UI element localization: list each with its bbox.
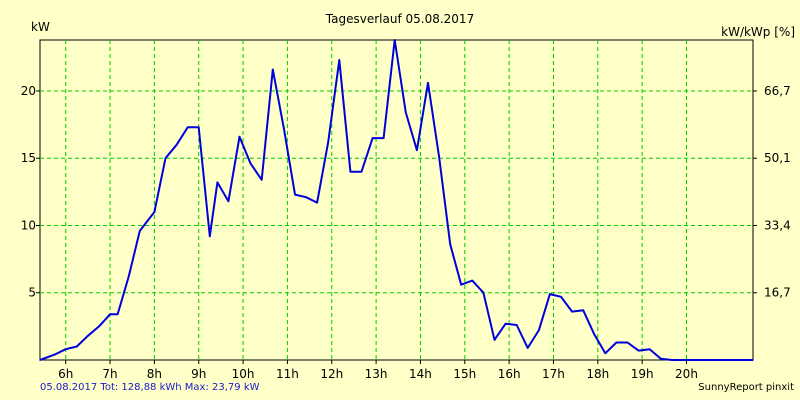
plot-area	[40, 40, 753, 360]
y-right-tick-label: 50,1	[764, 151, 791, 165]
data-point	[449, 244, 451, 246]
y-left-tick-label: 5	[28, 286, 36, 300]
data-point	[560, 296, 562, 298]
x-tick-label: 13h	[365, 367, 388, 381]
data-point	[671, 359, 673, 361]
data-point	[704, 359, 706, 361]
data-point	[165, 157, 167, 159]
x-tick-label: 6h	[58, 367, 73, 381]
x-tick-label: 11h	[276, 367, 299, 381]
y-right-tick-label: 66,7	[764, 84, 791, 98]
data-point	[350, 171, 352, 173]
data-point	[660, 358, 662, 360]
data-point	[605, 352, 607, 354]
data-point	[198, 126, 200, 128]
data-point	[54, 354, 56, 356]
x-tick-label: 14h	[409, 367, 432, 381]
data-point	[460, 284, 462, 286]
data-point	[239, 136, 241, 138]
x-tick-label: 16h	[498, 367, 521, 381]
data-point	[538, 330, 540, 332]
y-left-tick-label: 15	[21, 151, 36, 165]
y-axis-left-label: kW	[31, 20, 50, 34]
data-point	[527, 347, 529, 349]
data-point	[316, 202, 318, 204]
data-point	[715, 359, 717, 361]
chart-svg: 6h 7h 8h 9h 10h 11h 12h 13h 14h 15h 16h 17h 18h 19h 20…	[0, 0, 800, 400]
data-point	[228, 200, 230, 202]
x-tick-label: 8h	[147, 367, 162, 381]
data-point	[752, 359, 754, 361]
data-point	[176, 144, 178, 146]
data-point	[405, 112, 407, 114]
data-point	[383, 137, 385, 139]
data-point	[39, 359, 41, 361]
data-point	[87, 335, 89, 337]
data-point	[638, 350, 640, 352]
data-point	[283, 128, 285, 130]
y-right-tick-label: 16,7	[764, 286, 791, 300]
data-point	[294, 194, 296, 196]
data-point	[571, 311, 573, 313]
data-point	[516, 324, 518, 326]
y-right-tick-label: 33,4	[764, 218, 791, 232]
data-point	[416, 149, 418, 151]
y-left-tick-label: 20	[21, 84, 36, 98]
x-tick-label: 15h	[453, 367, 476, 381]
data-point	[339, 59, 341, 61]
data-point	[139, 230, 141, 232]
data-point	[272, 69, 274, 71]
data-point	[505, 323, 507, 325]
x-tick-label: 19h	[631, 367, 654, 381]
data-point	[209, 235, 211, 237]
data-point	[494, 339, 496, 341]
data-point	[117, 313, 119, 315]
x-tick-label: 17h	[542, 367, 565, 381]
data-point	[361, 171, 363, 173]
y-axis-right-label: kW/kWp [%]	[721, 25, 795, 39]
data-point	[76, 346, 78, 348]
data-point	[438, 156, 440, 158]
data-point	[483, 292, 485, 294]
x-tick-label: 10h	[232, 367, 255, 381]
data-point	[593, 334, 595, 336]
data-point	[682, 359, 684, 361]
data-point	[582, 309, 584, 311]
x-tick-label: 9h	[191, 367, 206, 381]
data-point	[217, 182, 219, 184]
data-point	[372, 137, 374, 139]
data-point	[98, 326, 100, 328]
chart-root: 6h 7h 8h 9h 10h 11h 12h 13h 14h 15h 16h 17h 18h 19h 20…	[0, 0, 800, 400]
data-point	[472, 280, 474, 282]
chart-title: Tagesverlauf 05.08.2017	[325, 12, 474, 26]
x-tick-label: 7h	[102, 367, 117, 381]
data-point	[128, 276, 130, 278]
data-point	[327, 141, 329, 143]
x-tick-label: 18h	[586, 367, 609, 381]
data-point	[261, 179, 263, 181]
data-point	[65, 348, 67, 350]
x-tick-label: 20h	[675, 367, 698, 381]
data-point	[616, 342, 618, 344]
data-point	[693, 359, 695, 361]
data-point	[649, 348, 651, 350]
x-tick-label: 12h	[320, 367, 343, 381]
data-point	[627, 342, 629, 344]
y-left-tick-label: 10	[21, 218, 36, 232]
data-point	[109, 313, 111, 315]
data-point	[427, 82, 429, 84]
data-point	[250, 163, 252, 165]
footer-brand: SunnyReport pinxit	[698, 382, 794, 394]
data-point	[394, 39, 396, 41]
data-point	[305, 196, 307, 198]
footer-summary: 05.08.2017 Tot: 128,88 kWh Max: 23,79 kW	[40, 382, 260, 394]
data-point	[187, 126, 189, 128]
data-point	[154, 211, 156, 213]
data-point	[549, 293, 551, 295]
